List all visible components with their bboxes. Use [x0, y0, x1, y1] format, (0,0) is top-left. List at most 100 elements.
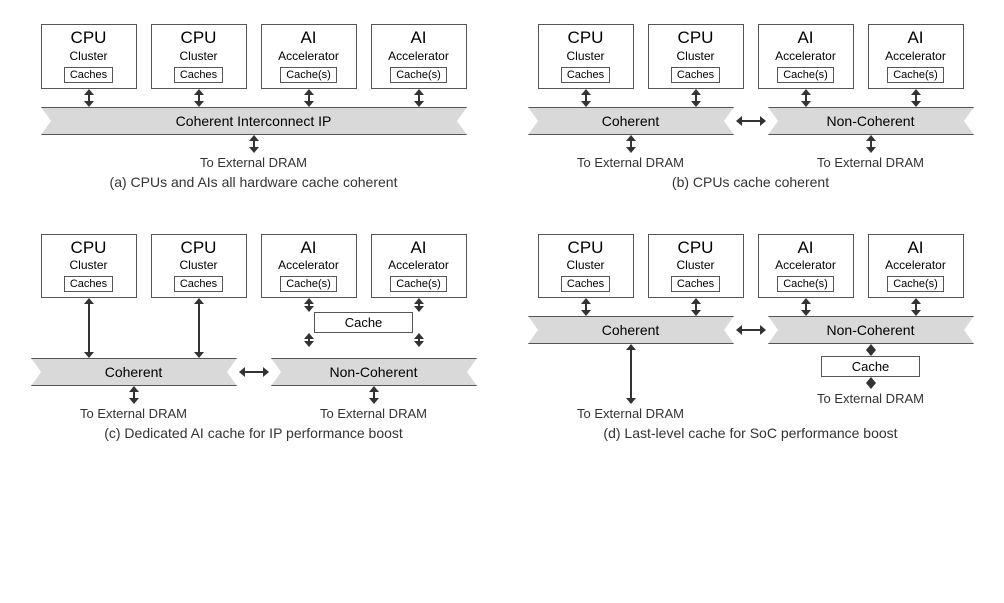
block-cache: Caches: [174, 67, 223, 83]
block-cache: Caches: [64, 67, 113, 83]
block-title: AI: [410, 239, 426, 258]
bus-noncoherent: Non-Coherent: [768, 107, 974, 135]
block-title: CPU: [71, 29, 107, 48]
block-title: CPU: [678, 29, 714, 48]
panel-a: CPU Cluster Caches CPU Cluster Caches AI…: [18, 24, 489, 190]
panel-d-blocks: CPU Cluster Caches CPU Cluster Caches AI…: [538, 234, 964, 299]
block-sub: Cluster: [566, 258, 604, 272]
double-arrow-icon: [691, 298, 701, 316]
double-arrow-icon: [129, 386, 139, 404]
panel-d-below: To External DRAM Cache To External DRAM: [515, 344, 986, 421]
panel-d-caption: (d) Last-level cache for SoC performance…: [603, 425, 897, 441]
block-sub: Cluster: [179, 49, 217, 63]
panel-c: CPU Cluster Caches CPU Cluster Caches AI…: [18, 234, 489, 442]
ai-block: AI Accelerator Cache(s): [261, 234, 357, 299]
cpu-block: CPU Cluster Caches: [41, 24, 137, 89]
double-arrow-icon: [801, 298, 811, 316]
cpu-block: CPU Cluster Caches: [151, 234, 247, 299]
double-arrow-icon: [304, 298, 314, 312]
block-title: AI: [300, 29, 316, 48]
last-level-cache: Cache: [821, 356, 921, 377]
block-cache: Caches: [671, 276, 720, 292]
block-title: CPU: [181, 29, 217, 48]
block-title: AI: [797, 239, 813, 258]
block-sub: Cluster: [566, 49, 604, 63]
double-arrow-icon: [866, 344, 876, 356]
ai-block: AI Accelerator Cache(s): [868, 234, 964, 299]
double-arrow-icon: [626, 135, 636, 153]
bus-label: Coherent: [602, 113, 660, 129]
cpu-block: CPU Cluster Caches: [538, 234, 634, 299]
bus-noncoherent: Non-Coherent: [768, 316, 974, 344]
block-cache: Cache(s): [887, 276, 944, 292]
double-arrow-icon: [866, 377, 876, 389]
cpu-block: CPU Cluster Caches: [648, 234, 744, 299]
panel-a-arrows-top: [18, 89, 489, 107]
block-sub: Accelerator: [885, 258, 946, 272]
panel-b-caption: (b) CPUs cache coherent: [672, 174, 829, 190]
panel-d-bus-row: Coherent Non-Coherent: [528, 316, 974, 344]
block-cache: Caches: [174, 276, 223, 292]
dram-label: To External DRAM: [817, 391, 924, 406]
block-sub: Accelerator: [278, 258, 339, 272]
block-sub: Accelerator: [278, 49, 339, 63]
panel-c-caption: (c) Dedicated AI cache for IP performanc…: [104, 425, 403, 441]
dedicated-ai-cache: Cache: [314, 312, 414, 333]
bus-label: Coherent: [602, 322, 660, 338]
double-arrow-icon: [194, 298, 204, 358]
block-sub: Cluster: [69, 49, 107, 63]
dram-label: To External DRAM: [817, 155, 924, 170]
block-title: AI: [797, 29, 813, 48]
cpu-block: CPU Cluster Caches: [41, 234, 137, 299]
double-arrow-icon: [249, 135, 259, 153]
panel-d-arrows-top: [515, 298, 986, 316]
dram-label: To External DRAM: [577, 155, 684, 170]
bus-noncoherent: Non-Coherent: [271, 358, 477, 386]
block-sub: Cluster: [676, 258, 714, 272]
block-sub: Accelerator: [388, 258, 449, 272]
block-sub: Accelerator: [775, 258, 836, 272]
panel-c-mid: Cache: [18, 298, 489, 358]
double-arrow-icon: [414, 333, 424, 347]
bus-coherent: Coherent: [528, 107, 734, 135]
double-arrow-icon: [414, 298, 424, 312]
ai-block: AI Accelerator Cache(s): [371, 234, 467, 299]
double-arrow-icon: [911, 298, 921, 316]
block-cache: Cache(s): [280, 276, 337, 292]
block-cache: Caches: [561, 67, 610, 83]
panel-c-dram-row: To External DRAM To External DRAM: [18, 386, 489, 421]
panel-b-dram-row: To External DRAM To External DRAM: [515, 135, 986, 170]
double-arrow-icon: [581, 89, 591, 107]
double-arrow-icon: [304, 333, 314, 347]
double-arrow-icon: [691, 89, 701, 107]
bus-label: Non-Coherent: [330, 364, 418, 380]
double-arrow-icon: [84, 298, 94, 358]
block-title: CPU: [181, 239, 217, 258]
panel-b: CPU Cluster Caches CPU Cluster Caches AI…: [515, 24, 986, 190]
panel-a-bus-row: Coherent Interconnect IP: [18, 107, 489, 135]
double-arrow-icon: [866, 135, 876, 153]
double-arrow-icon: [911, 89, 921, 107]
double-arrow-icon: [304, 89, 314, 107]
block-cache: Cache(s): [390, 276, 447, 292]
double-arrow-icon: [84, 89, 94, 107]
double-arrow-icon: [581, 298, 591, 316]
block-cache: Caches: [64, 276, 113, 292]
block-cache: Caches: [671, 67, 720, 83]
block-sub: Cluster: [69, 258, 107, 272]
cpu-block: CPU Cluster Caches: [151, 24, 247, 89]
block-cache: Cache(s): [390, 67, 447, 83]
panel-a-arrow-dram: [18, 135, 489, 153]
dram-label: To External DRAM: [320, 406, 427, 421]
bus-label: Coherent Interconnect IP: [176, 113, 332, 129]
panel-a-caption: (a) CPUs and AIs all hardware cache cohe…: [110, 174, 398, 190]
block-cache: Cache(s): [887, 67, 944, 83]
bus-coherent: Coherent: [528, 316, 734, 344]
ai-block: AI Accelerator Cache(s): [371, 24, 467, 89]
dram-label: To External DRAM: [577, 406, 684, 421]
cpu-block: CPU Cluster Caches: [648, 24, 744, 89]
panel-c-blocks: CPU Cluster Caches CPU Cluster Caches AI…: [41, 234, 467, 299]
block-title: AI: [410, 29, 426, 48]
cpu-block: CPU Cluster Caches: [538, 24, 634, 89]
block-title: CPU: [568, 239, 604, 258]
